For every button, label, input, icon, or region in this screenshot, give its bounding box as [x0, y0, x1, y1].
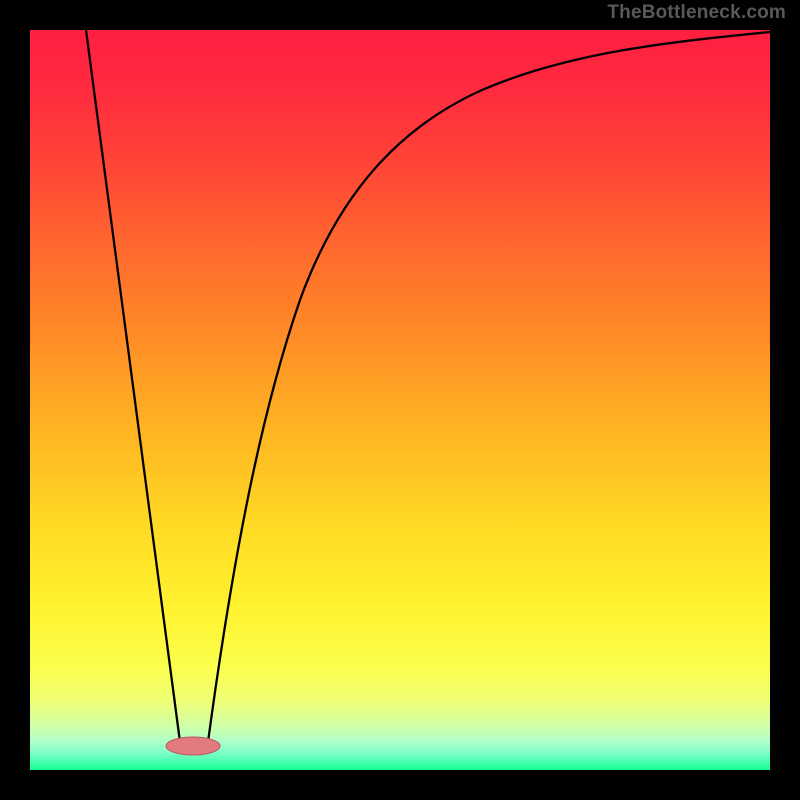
curve-right-segment [208, 32, 770, 742]
trough-marker [166, 737, 220, 755]
plot-area [30, 30, 770, 770]
watermark-text: TheBottleneck.com [607, 2, 786, 24]
curve-layer [30, 30, 770, 770]
curve-left-segment [86, 30, 180, 742]
figure-root: { "watermark": { "text": "TheBottleneck.… [0, 0, 800, 800]
